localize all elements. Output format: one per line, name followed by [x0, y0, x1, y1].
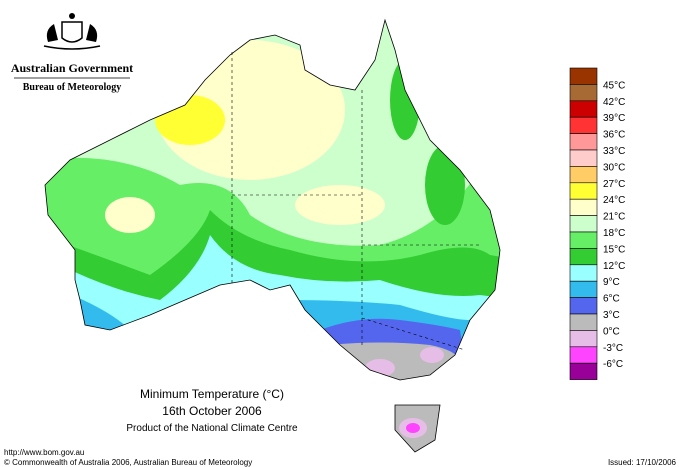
legend-label: 18°C	[603, 228, 625, 239]
legend: 45°C 42°C 39°C 36°C 33°C 30°C 27°C 24°C 21°C 18°C…	[569, 67, 625, 380]
legend-label: 39°C	[603, 113, 625, 124]
legend-swatch	[569, 264, 598, 282]
legend-label: 36°C	[603, 130, 625, 141]
legend-swatch	[569, 280, 598, 298]
legend-swatch	[569, 100, 598, 118]
map-date: 16th October 2006	[162, 404, 262, 418]
legend-label: 12°C	[603, 261, 625, 272]
legend-swatch	[569, 116, 598, 134]
legend-label: 21°C	[603, 212, 625, 223]
legend-label: 33°C	[603, 146, 625, 157]
legend-swatch	[569, 346, 598, 364]
legend-label: 45°C	[603, 80, 625, 91]
legend-swatch	[569, 67, 598, 85]
footer-url[interactable]: http://www.bom.gov.au	[4, 448, 84, 457]
legend-label: 30°C	[603, 162, 625, 173]
footer-copyright: © Commonwealth of Australia 2006, Austra…	[4, 458, 252, 467]
legend-label: 6°C	[603, 294, 620, 305]
legend-label: -6°C	[603, 359, 623, 370]
legend-swatch	[569, 182, 598, 200]
legend-swatch	[569, 330, 598, 348]
legend-label: 27°C	[603, 179, 625, 190]
coat-of-arms	[43, 13, 101, 50]
legend-swatch	[569, 231, 598, 249]
legend-label: 0°C	[603, 326, 620, 337]
map-credit: Product of the National Climate Centre	[126, 423, 298, 434]
footer-issued: Issued: 17/10/2006	[608, 458, 677, 467]
coastline	[44, 18, 501, 453]
legend-label: 42°C	[603, 97, 625, 108]
map-title: Minimum Temperature (°C)	[140, 387, 284, 401]
legend-label: 3°C	[603, 310, 620, 321]
legend-swatch	[569, 198, 598, 216]
agency-label: Bureau of Meteorology	[23, 82, 122, 93]
legend-label: 9°C	[603, 277, 620, 288]
legend-swatch	[569, 297, 598, 315]
legend-swatch	[569, 248, 598, 266]
legend-label: 24°C	[603, 195, 625, 206]
legend-label: 15°C	[603, 244, 625, 255]
legend-swatch	[569, 313, 598, 331]
legend-swatch	[569, 215, 598, 233]
legend-swatch	[569, 362, 598, 380]
legend-swatch	[569, 149, 598, 167]
legend-label: -3°C	[603, 343, 623, 354]
legend-swatch	[569, 166, 598, 184]
legend-swatch	[569, 133, 598, 151]
legend-swatch	[569, 84, 598, 102]
state-borders	[231, 52, 480, 351]
government-label: Australian Government	[11, 61, 133, 75]
